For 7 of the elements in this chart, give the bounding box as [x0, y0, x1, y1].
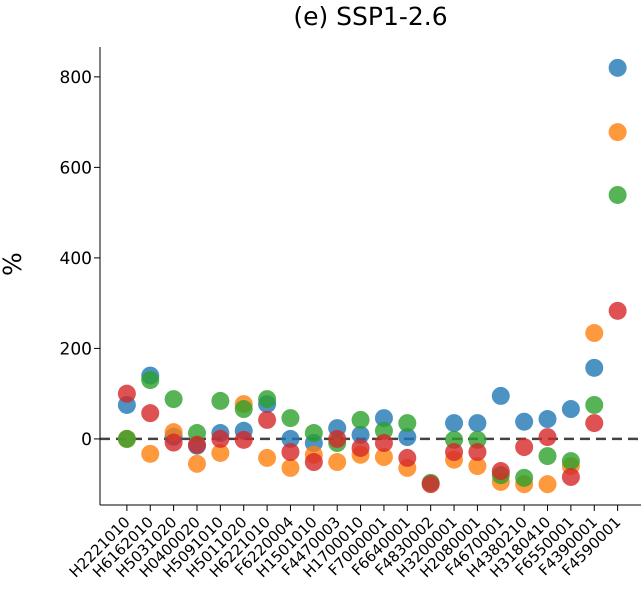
chart-title: (e) SSP1-2.6 — [292, 2, 449, 31]
y-tick-label: 600 — [60, 158, 92, 178]
y-tick-label: 0 — [81, 430, 92, 450]
y-tick-label: 200 — [60, 339, 92, 360]
y-axis-title: % — [0, 252, 27, 276]
y-tick-label: 400 — [60, 248, 92, 269]
y-tick-label: 800 — [60, 68, 92, 88]
